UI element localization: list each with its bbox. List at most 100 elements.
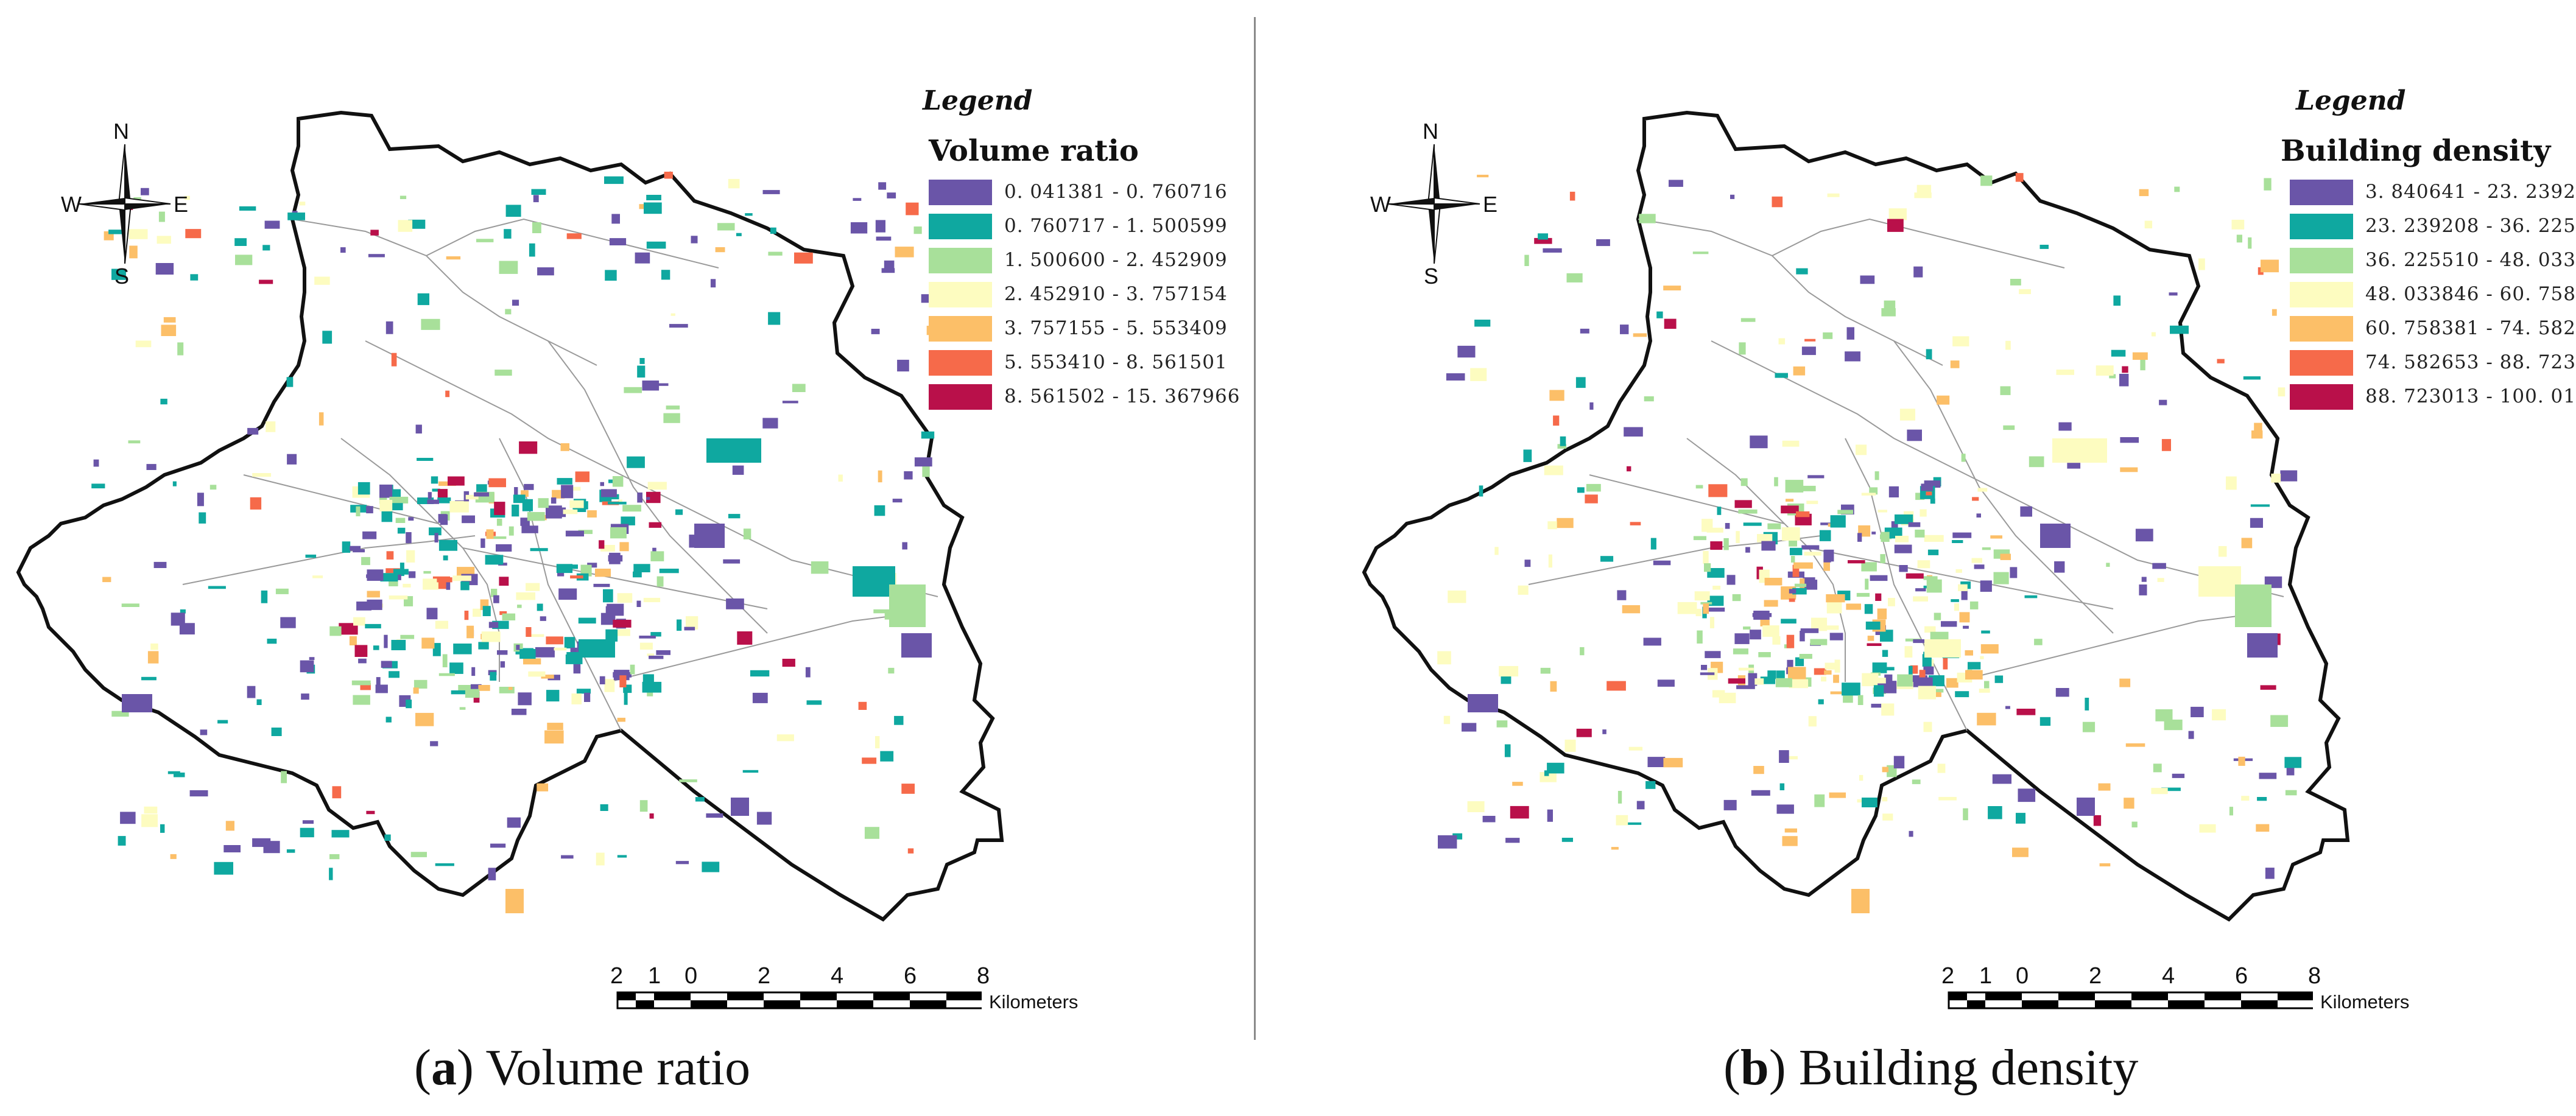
figure-caption: (a) Volume ratio — [414, 1039, 751, 1096]
land-parcel — [235, 254, 253, 265]
land-parcel — [1550, 681, 1557, 692]
land-parcel — [521, 490, 529, 497]
land-parcel — [715, 247, 725, 253]
land-parcel — [561, 485, 574, 499]
land-parcel — [1865, 578, 1869, 590]
land-parcel — [1782, 836, 1798, 846]
land-parcel — [1821, 676, 1826, 682]
land-parcel — [1518, 585, 1529, 595]
land-parcel — [505, 205, 521, 217]
land-parcel — [499, 577, 509, 586]
land-parcel — [1664, 318, 1677, 329]
land-parcel — [1913, 266, 1923, 278]
legend-color-swatch — [929, 384, 992, 410]
land-parcel — [445, 390, 450, 398]
land-parcel — [493, 595, 499, 603]
land-parcel — [513, 494, 526, 504]
land-parcel — [607, 603, 624, 616]
land-parcel — [630, 664, 635, 675]
land-parcel — [1800, 628, 1819, 633]
land-parcel — [356, 506, 361, 516]
land-parcel — [1611, 847, 1619, 850]
land-parcel — [2016, 813, 2025, 824]
land-parcel — [717, 223, 735, 231]
land-parcel — [805, 667, 811, 678]
land-parcel — [318, 412, 324, 426]
land-parcel — [1462, 723, 1477, 732]
land-parcel — [494, 502, 505, 515]
land-parcel — [423, 570, 431, 574]
land-parcel — [887, 192, 896, 198]
land-parcel — [2191, 706, 2204, 717]
land-parcel — [1829, 633, 1843, 640]
land-parcel — [1548, 554, 1552, 568]
land-parcel — [353, 695, 370, 705]
land-parcel — [1934, 612, 1941, 620]
land-parcel — [639, 636, 656, 639]
land-parcel — [261, 590, 268, 603]
land-parcel — [1851, 889, 1870, 913]
land-parcel — [531, 189, 546, 195]
land-parcel — [494, 370, 512, 376]
land-parcel — [1576, 728, 1592, 737]
land-parcel — [2039, 717, 2051, 726]
land-parcel — [1793, 366, 1806, 376]
land-parcel — [339, 623, 358, 635]
land-parcel — [314, 276, 330, 285]
land-parcel — [384, 834, 391, 841]
land-parcel — [575, 471, 589, 482]
land-parcel — [2055, 688, 2069, 697]
land-parcel — [1880, 554, 1885, 564]
land-parcel — [397, 527, 406, 534]
land-parcel — [1972, 497, 1979, 501]
land-parcel — [379, 500, 393, 511]
land-parcel — [1875, 593, 1882, 601]
land-parcel — [627, 456, 645, 468]
land-parcel — [217, 720, 228, 724]
land-parcel — [1793, 562, 1813, 569]
land-parcel — [1677, 602, 1697, 614]
land-parcel — [2212, 709, 2226, 721]
land-parcel — [526, 583, 540, 591]
land-parcel — [1782, 440, 1800, 447]
land-parcel — [292, 211, 298, 214]
land-parcel — [1963, 625, 1969, 629]
land-parcel — [1734, 633, 1750, 644]
land-parcel — [650, 551, 664, 561]
land-parcel — [499, 611, 507, 616]
land-parcel — [1937, 763, 1946, 773]
land-parcel — [381, 661, 392, 668]
land-parcel — [91, 483, 105, 489]
land-parcel — [670, 313, 675, 316]
land-parcel — [2169, 292, 2178, 296]
land-parcel — [1760, 619, 1770, 626]
land-parcel — [610, 527, 627, 539]
land-parcel — [225, 821, 234, 831]
land-parcel — [396, 571, 401, 580]
land-parcel — [481, 631, 501, 642]
land-parcel — [1864, 604, 1873, 614]
land-parcel — [1861, 562, 1877, 572]
legend-color-swatch — [2290, 316, 2353, 342]
land-parcel — [1728, 678, 1745, 684]
land-parcel — [1899, 565, 1908, 572]
land-parcel — [1792, 588, 1807, 595]
land-parcel — [1913, 596, 1928, 602]
legend-color-swatch — [2290, 214, 2353, 239]
land-parcel — [686, 616, 699, 630]
land-parcel — [1789, 547, 1803, 555]
land-parcel — [1823, 559, 1830, 571]
district-boundary-line — [1528, 535, 1821, 585]
compass-rose-icon — [79, 144, 171, 264]
land-parcel — [1656, 311, 1663, 318]
land-parcel — [2019, 289, 2031, 295]
land-parcel — [2151, 332, 2156, 337]
land-parcel — [1512, 782, 1523, 786]
land-parcel — [2280, 470, 2298, 482]
land-parcel — [465, 689, 480, 698]
land-parcel — [677, 619, 682, 631]
land-parcel — [150, 643, 158, 650]
land-parcel — [1870, 575, 1888, 581]
land-parcel — [438, 539, 457, 551]
land-parcel — [2119, 678, 2131, 687]
